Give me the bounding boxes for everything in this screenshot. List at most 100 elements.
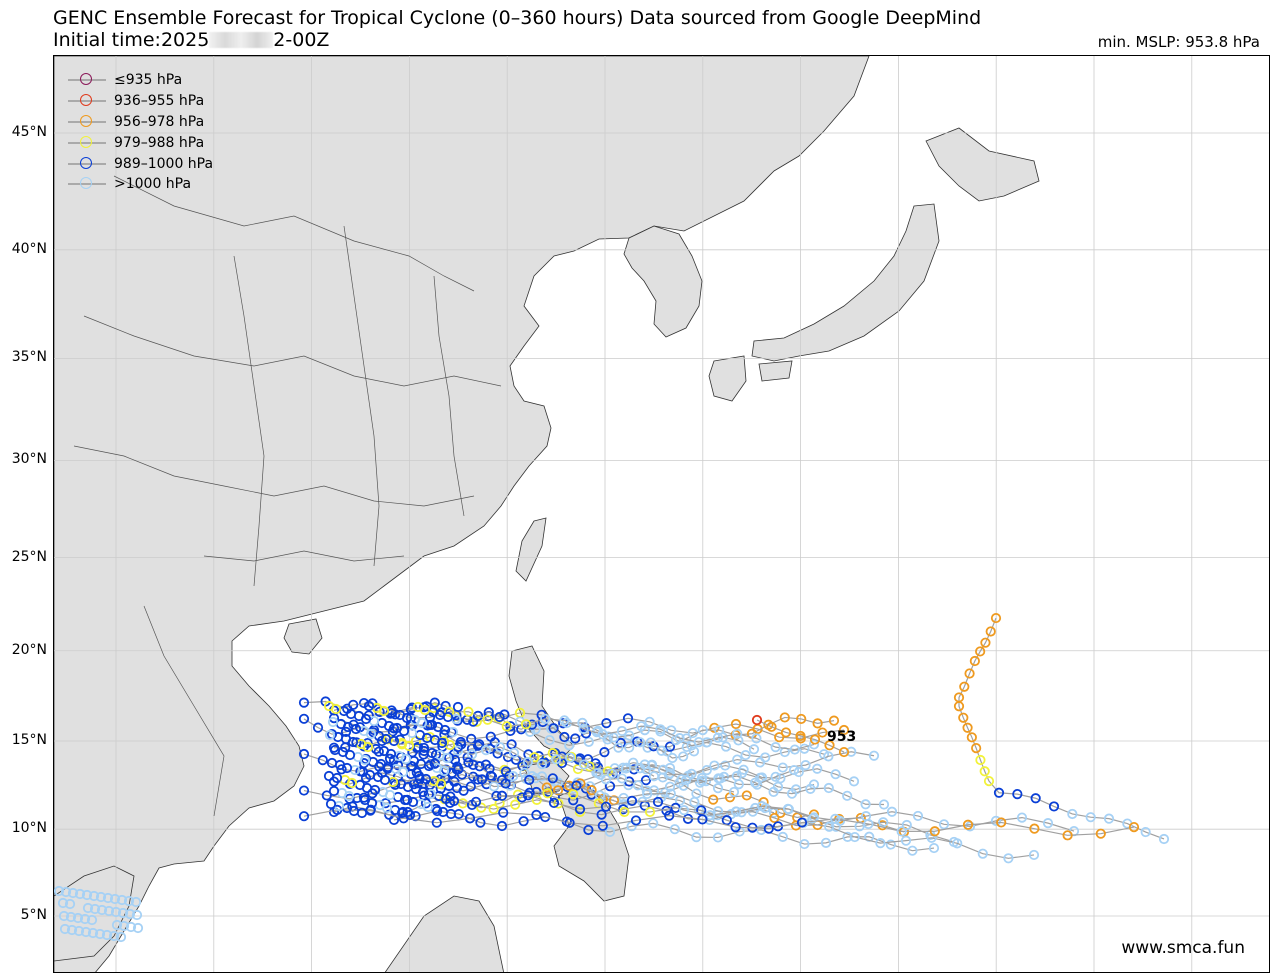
track-point bbox=[327, 716, 339, 728]
track-point bbox=[559, 715, 570, 726]
track-point bbox=[325, 798, 337, 810]
track-point bbox=[317, 755, 328, 766]
track-point bbox=[96, 904, 108, 916]
track-point bbox=[756, 801, 768, 812]
track-point bbox=[630, 815, 642, 826]
track-point bbox=[465, 781, 476, 792]
track-point bbox=[644, 716, 655, 727]
track-point bbox=[732, 754, 743, 765]
track-point bbox=[834, 815, 846, 827]
track-point bbox=[983, 776, 995, 787]
track-point bbox=[73, 925, 85, 937]
track-point bbox=[466, 743, 478, 754]
track-point bbox=[548, 723, 559, 734]
track-point bbox=[417, 786, 429, 798]
track-point bbox=[712, 806, 724, 817]
track-point bbox=[482, 714, 493, 725]
track-point bbox=[760, 752, 771, 763]
track-point bbox=[520, 719, 532, 730]
track-point bbox=[838, 724, 850, 736]
track-point bbox=[324, 729, 336, 741]
track-point bbox=[72, 912, 84, 924]
track-point bbox=[485, 770, 496, 781]
track-point bbox=[298, 713, 310, 724]
track-point bbox=[712, 732, 724, 743]
track-point bbox=[686, 768, 697, 780]
track-point bbox=[975, 646, 986, 657]
legend-label: 989–1000 hPa bbox=[114, 155, 214, 172]
track-point bbox=[788, 764, 800, 776]
track-point bbox=[608, 732, 619, 743]
credit: www.smca.fun bbox=[1121, 938, 1245, 958]
track-point bbox=[620, 763, 632, 774]
track-point bbox=[79, 913, 91, 925]
track-point bbox=[346, 777, 358, 789]
track-point bbox=[730, 822, 741, 833]
track-point bbox=[87, 927, 99, 939]
track-point bbox=[362, 741, 374, 753]
border-line bbox=[233, 255, 265, 587]
track-point bbox=[436, 737, 448, 749]
track-point bbox=[655, 724, 666, 735]
track-point bbox=[65, 911, 77, 923]
track-point bbox=[652, 796, 664, 808]
track-point bbox=[962, 819, 974, 830]
track-point bbox=[632, 780, 644, 791]
track-point bbox=[379, 774, 391, 786]
track-point bbox=[342, 721, 354, 733]
legend-label: 956–978 hPa bbox=[114, 113, 205, 130]
track-point bbox=[751, 714, 763, 726]
track-point bbox=[885, 839, 896, 850]
track-point bbox=[364, 769, 376, 781]
track-point bbox=[343, 790, 355, 802]
track-point bbox=[60, 886, 72, 898]
track-point bbox=[363, 700, 375, 712]
track-point bbox=[676, 774, 687, 785]
track-point bbox=[383, 720, 395, 732]
track-point bbox=[298, 811, 310, 822]
province-borders bbox=[73, 175, 502, 817]
track-point bbox=[830, 813, 841, 824]
track-point bbox=[709, 722, 720, 733]
track-point bbox=[823, 782, 834, 794]
track-point bbox=[500, 778, 511, 789]
track-point bbox=[340, 726, 352, 738]
track-point bbox=[616, 725, 628, 737]
track-point bbox=[634, 763, 646, 774]
track-point bbox=[863, 818, 874, 830]
legend-marker bbox=[80, 135, 92, 148]
track-point bbox=[373, 746, 384, 757]
track-point bbox=[697, 724, 708, 736]
luzon bbox=[508, 645, 575, 757]
track-point bbox=[508, 771, 519, 782]
track-point bbox=[86, 914, 98, 926]
track-point bbox=[564, 752, 576, 763]
track-point bbox=[779, 712, 790, 723]
track-point bbox=[740, 749, 751, 761]
track-point bbox=[109, 893, 121, 905]
track-point bbox=[604, 826, 616, 837]
track-point bbox=[1062, 830, 1073, 841]
track-point bbox=[58, 910, 70, 922]
track-point bbox=[406, 702, 418, 713]
track-point bbox=[678, 805, 690, 816]
min-mslp-readout: min. MSLP: 953.8 hPa bbox=[1097, 33, 1260, 51]
track-point bbox=[634, 737, 646, 748]
track-point bbox=[875, 838, 886, 849]
track-point bbox=[132, 922, 144, 934]
track-point bbox=[820, 837, 832, 848]
track-point bbox=[624, 742, 635, 753]
track-point bbox=[422, 801, 434, 813]
track-point bbox=[536, 771, 548, 782]
track-point bbox=[824, 821, 835, 832]
track-point bbox=[682, 813, 694, 824]
track-point bbox=[361, 782, 373, 794]
track-point bbox=[780, 727, 792, 738]
track-point bbox=[312, 722, 324, 733]
initial-time: Initial time:2025 2-00Z bbox=[53, 29, 329, 51]
track-point bbox=[496, 790, 508, 801]
track-point bbox=[531, 794, 542, 805]
chart-title: GENC Ensemble Forecast for Tropical Cycl… bbox=[53, 7, 982, 29]
track-point bbox=[640, 775, 652, 786]
legend-marker bbox=[80, 156, 92, 169]
